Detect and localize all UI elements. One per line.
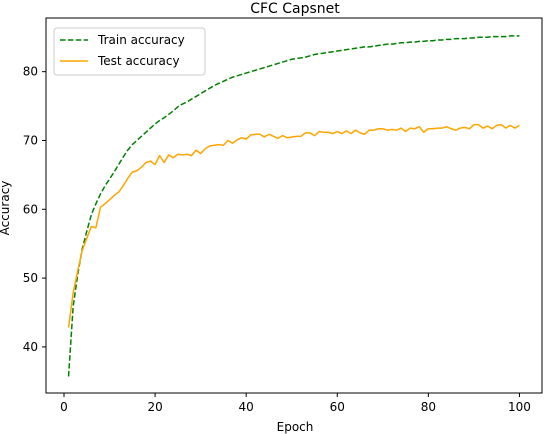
legend-label: Train accuracy xyxy=(97,33,185,47)
y-tick-label: 60 xyxy=(23,202,38,216)
legend-label: Test accuracy xyxy=(97,54,180,68)
series-line-train-accuracy xyxy=(67,35,520,377)
y-axis: 40 50 60 70 80 xyxy=(23,65,46,354)
x-axis-title: Epoch xyxy=(277,420,314,434)
x-tick-label: 80 xyxy=(421,400,436,414)
y-tick-label: 70 xyxy=(23,133,38,147)
plot-content xyxy=(67,35,520,377)
y-axis-title: Accuracy xyxy=(0,181,12,236)
series-line-test-accuracy xyxy=(67,123,520,328)
x-tick-label: 40 xyxy=(239,400,254,414)
legend-box xyxy=(53,27,206,76)
x-axis: 0 20 40 60 80 100 xyxy=(60,393,531,414)
legend: Train accuracy Test accuracy xyxy=(53,27,206,76)
x-tick-label: 0 xyxy=(60,400,68,414)
x-tick-label: 20 xyxy=(147,400,162,414)
plot-frame xyxy=(45,17,543,394)
y-tick-label: 40 xyxy=(23,340,38,354)
chart-title: CFC Capsnet xyxy=(250,1,340,17)
x-tick-label: 60 xyxy=(330,400,345,414)
y-tick-label: 80 xyxy=(23,65,38,79)
x-tick-label: 100 xyxy=(508,400,531,414)
y-tick-label: 50 xyxy=(23,271,38,285)
